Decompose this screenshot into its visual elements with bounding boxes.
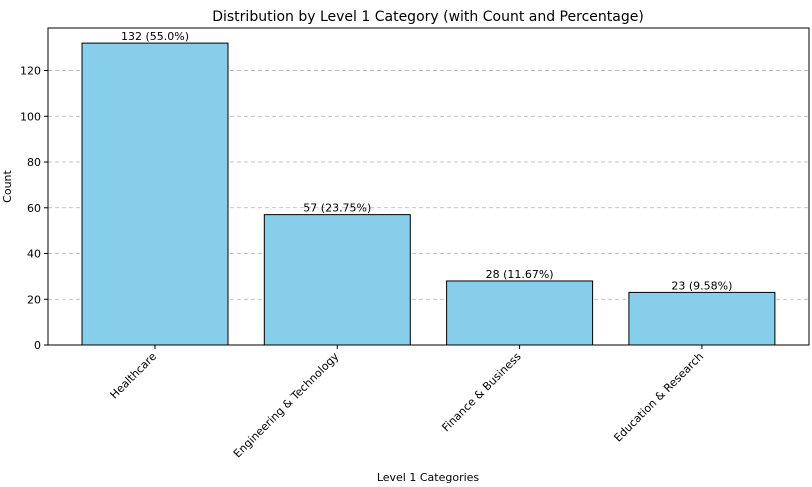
chart-title: Distribution by Level 1 Category (with C… (212, 9, 644, 25)
y-tick-label: 120 (20, 65, 41, 78)
x-tick-label: Education & Research (611, 350, 706, 445)
x-tick-label: Healthcare (108, 350, 160, 402)
y-tick-label: 20 (27, 293, 41, 306)
x-tick-label: Engineering & Technology (231, 350, 342, 461)
y-axis-ticks: 0 20 40 60 80 100 120 (20, 65, 48, 352)
bar-data-label: 57 (23.75%) (303, 202, 371, 215)
x-axis-label: Level 1 Categories (377, 471, 480, 484)
y-tick-label: 40 (27, 248, 41, 261)
y-tick-label: 0 (34, 339, 41, 352)
x-tick-label: Finance & Business (439, 350, 523, 434)
y-tick-label: 80 (27, 156, 41, 169)
y-tick-label: 100 (20, 110, 41, 123)
bars (81, 42, 776, 346)
bar-data-label: 132 (55.0%) (121, 30, 189, 43)
bar-labels: 132 (55.0%) 57 (23.75%) 28 (11.67%) 23 (9.5… (121, 30, 732, 292)
bar (263, 214, 411, 346)
bar-data-label: 28 (11.67%) (486, 268, 554, 281)
bar (446, 280, 594, 346)
y-tick-label: 60 (27, 202, 41, 215)
x-axis-ticks: Healthcare Engineering & Technology Financ… (108, 345, 706, 461)
bar (628, 291, 776, 346)
bar-data-label: 23 (9.58%) (671, 279, 732, 292)
plot-frame (47, 27, 810, 346)
y-axis-label: Count (1, 169, 14, 202)
bar (81, 42, 229, 346)
